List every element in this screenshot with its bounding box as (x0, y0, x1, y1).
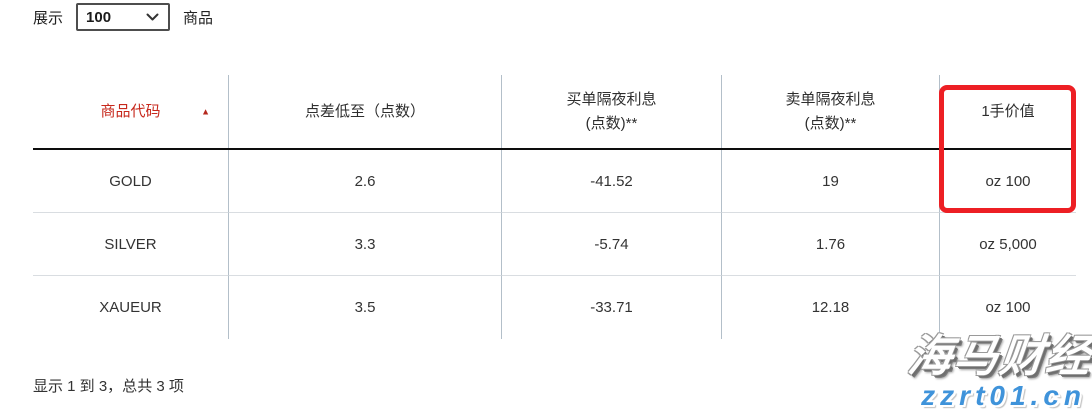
column-header-sublabel: (点数)** (804, 114, 857, 132)
cell-symbol: XAUEUR (33, 276, 229, 339)
sort-asc-icon: ▲ (201, 106, 210, 116)
cell-symbol: SILVER (33, 213, 229, 276)
column-header-label: 1手价值 (981, 102, 1035, 120)
cell-buy-swap: -41.52 (502, 150, 722, 213)
cell-spread: 2.6 (229, 150, 502, 213)
column-header-sublabel: (点数)** (585, 114, 638, 132)
column-header-label: 卖单隔夜利息 (785, 91, 876, 109)
watermark-title: 海马财经 (905, 332, 1092, 381)
items-per-page-select[interactable]: 100 (76, 3, 171, 31)
cell-sell-swap: 12.18 (722, 276, 940, 339)
cell-lot-value: oz 100 (940, 150, 1076, 213)
table-row-xaueur: XAUEUR 3.5 -33.71 12.18 oz 100 (33, 276, 1076, 339)
cell-lot-value: oz 5,000 (940, 213, 1076, 276)
column-header-label: 商品代码 (100, 102, 161, 120)
pagination-status: 显示 1 到 3，总共 3 项 (33, 378, 184, 395)
column-header-label: 点差低至（点数） (304, 102, 425, 120)
table-row-gold: GOLD 2.6 -41.52 19 oz 100 (33, 150, 1076, 213)
cell-sell-swap: 1.76 (722, 213, 940, 276)
cell-sell-swap: 19 (722, 150, 940, 213)
column-header-sell-swap[interactable]: 卖单隔夜利息 (点数)** (722, 75, 940, 148)
cell-spread: 3.5 (229, 276, 502, 339)
table-body: GOLD 2.6 -41.52 19 oz 100 SILVER 3.3 -5.… (33, 150, 1076, 339)
column-header-symbol[interactable]: 商品代码 ▲ (33, 75, 229, 148)
column-header-buy-swap[interactable]: 买单隔夜利息 (点数)** (502, 75, 722, 148)
table-header: 商品代码 ▲ 点差低至（点数） 买单隔夜利息 (点数)** 卖单隔夜利息 (点数… (33, 75, 1076, 150)
cell-spread: 3.3 (229, 213, 502, 276)
column-header-spread[interactable]: 点差低至（点数） (229, 75, 502, 148)
length-control: 展示 100 商品 (33, 3, 213, 31)
watermark: 海马财经 zzrt01.cn (905, 332, 1092, 411)
products-table: 商品代码 ▲ 点差低至（点数） 买单隔夜利息 (点数)** 卖单隔夜利息 (点数… (33, 75, 1076, 339)
cell-lot-value: oz 100 (985, 299, 1031, 316)
show-label: 展示 (33, 9, 64, 27)
chevron-down-icon (146, 13, 159, 20)
column-header-lot-value[interactable]: 1手价值 (940, 75, 1076, 148)
items-label: 商品 (183, 9, 214, 27)
cell-symbol: GOLD (33, 150, 229, 213)
select-value: 100 (86, 8, 112, 26)
cell-buy-swap: -5.74 (502, 213, 722, 276)
watermark-url: zzrt01.cn (921, 380, 1086, 411)
column-header-label: 买单隔夜利息 (566, 91, 657, 109)
cell-buy-swap: -33.71 (502, 276, 722, 339)
table-row-silver: SILVER 3.3 -5.74 1.76 oz 5,000 (33, 213, 1076, 276)
